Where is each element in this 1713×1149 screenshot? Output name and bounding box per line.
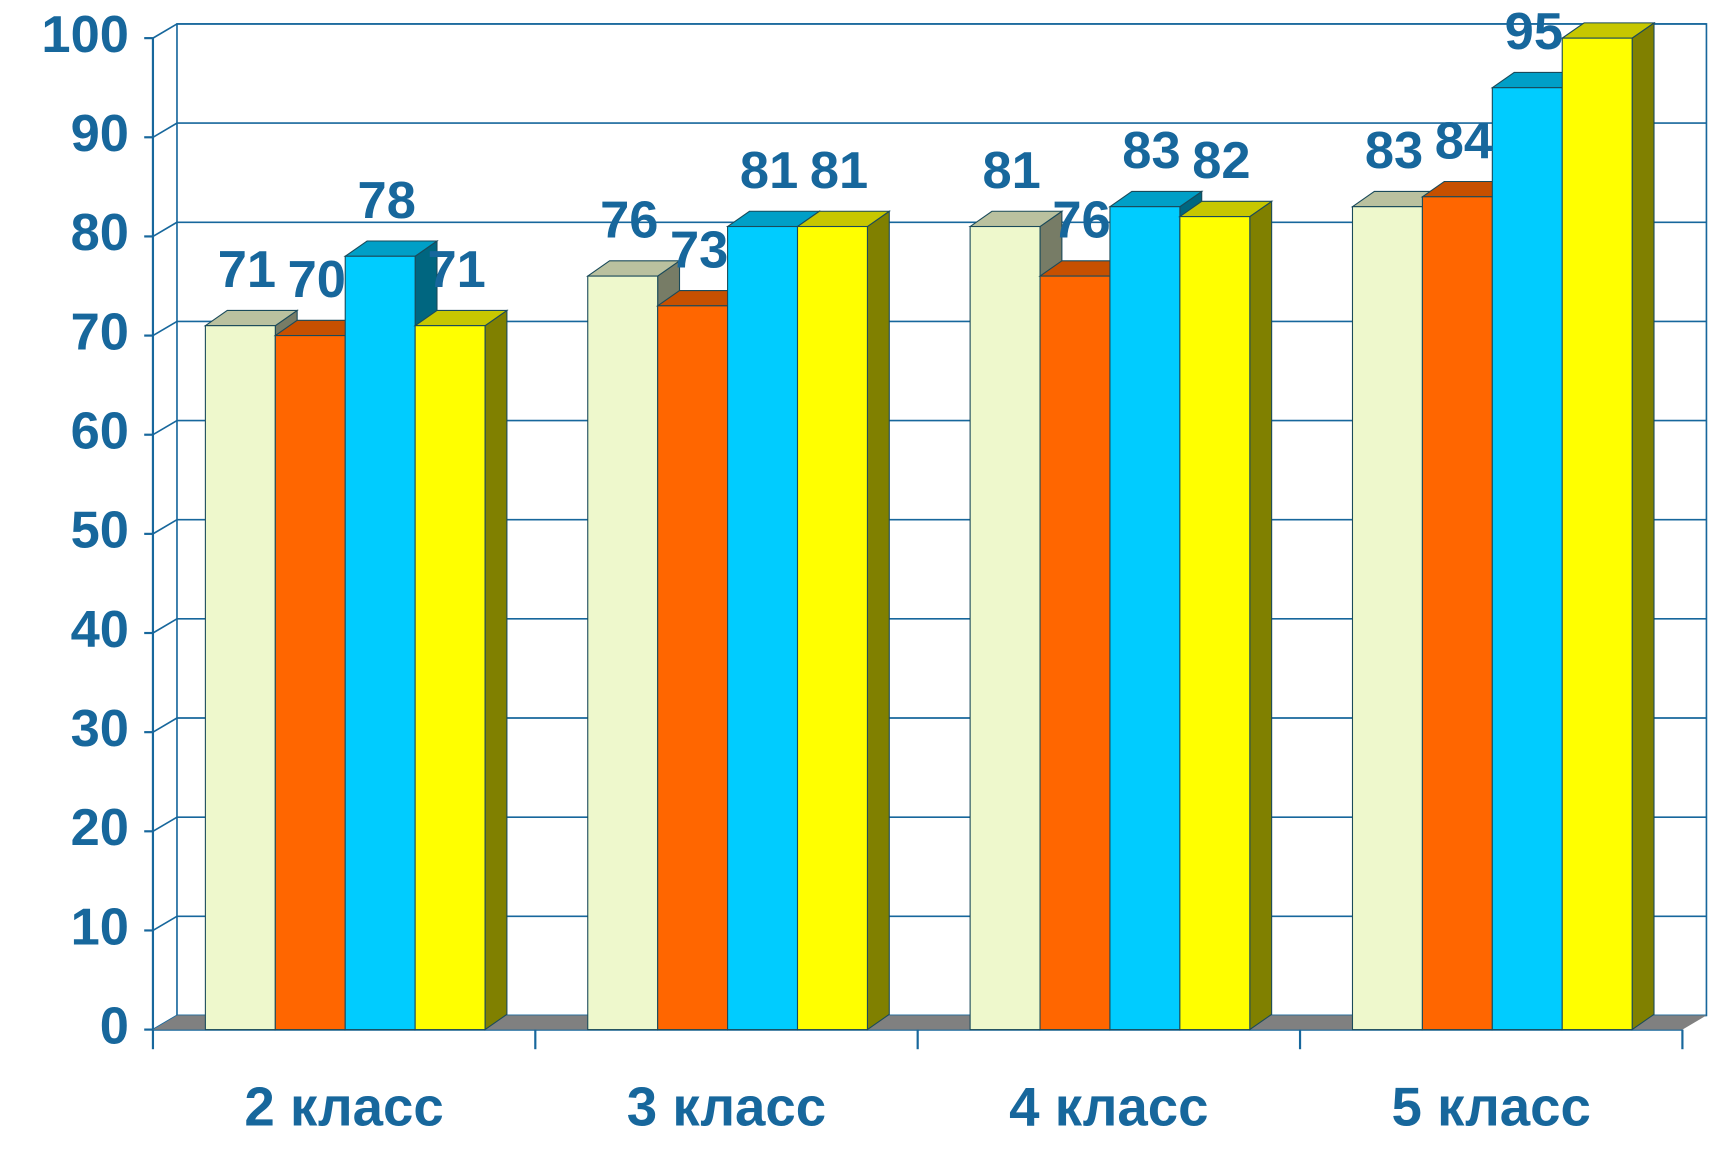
y-tick-label: 30 (71, 700, 129, 758)
grid-line (153, 123, 177, 137)
y-tick-label: 60 (71, 403, 129, 461)
bar (345, 256, 415, 1029)
value-label: 82 (1192, 132, 1250, 190)
value-label: 95 (1505, 3, 1563, 61)
bar (205, 326, 275, 1030)
value-label: 81 (740, 142, 798, 200)
grid-line (153, 421, 177, 435)
value-label: 78 (358, 172, 416, 230)
value-label: 71 (218, 241, 276, 299)
y-tick-label: 10 (71, 898, 129, 956)
grid-line (153, 520, 177, 534)
bar (1422, 197, 1492, 1030)
y-tick-label: 0 (100, 997, 129, 1055)
bar (588, 276, 658, 1030)
y-tick-label: 40 (71, 601, 129, 659)
bar (970, 227, 1040, 1030)
bar (415, 326, 485, 1030)
bar (1492, 88, 1562, 1030)
value-label: 84 (1435, 112, 1493, 170)
grid-line (153, 321, 177, 335)
x-tick-label: 4 класс (1009, 1077, 1208, 1138)
grid-line (153, 718, 177, 732)
value-label: 73 (670, 221, 728, 279)
page: {"chart_data": {"type": "bar3d", "catego… (0, 0, 1713, 1149)
grid-line (153, 817, 177, 831)
value-label: 76 (600, 192, 658, 250)
y-tick-label: 20 (71, 799, 129, 857)
x-tick-label: 3 класс (627, 1077, 826, 1138)
value-label: 70 (288, 251, 346, 309)
grid-line (153, 222, 177, 236)
bar-side (1632, 23, 1654, 1030)
value-label: 100 (1560, 0, 1647, 12)
bar-side (867, 211, 889, 1029)
bar (1352, 207, 1422, 1030)
y-tick-label: 70 (71, 303, 129, 361)
value-label: 71 (427, 241, 485, 299)
bar (275, 336, 345, 1030)
y-tick-label: 90 (71, 105, 129, 163)
grid-line (153, 916, 177, 930)
y-tick-label: 50 (71, 502, 129, 560)
value-label: 81 (982, 142, 1040, 200)
bar (1040, 276, 1110, 1030)
bar (1180, 217, 1250, 1030)
value-label: 81 (810, 142, 868, 200)
value-label: 83 (1365, 122, 1423, 180)
value-label: 83 (1122, 122, 1180, 180)
x-tick-label: 5 класс (1392, 1077, 1591, 1138)
bar-side (485, 310, 507, 1029)
grid-line (153, 619, 177, 633)
bar (728, 227, 798, 1030)
chart: 0 10 20 30 40 50 60 70 80 90 100 2 класс 3 класс 4 кл… (0, 0, 1713, 1144)
bar (1562, 38, 1632, 1029)
y-tick-label: 80 (71, 204, 129, 262)
bar-side (1250, 201, 1272, 1029)
grid-line (153, 24, 177, 38)
x-tick-label: 2 класс (244, 1077, 443, 1138)
bar (798, 227, 868, 1030)
value-label: 76 (1052, 192, 1110, 250)
bar (658, 306, 728, 1030)
y-tick-label: 100 (41, 6, 128, 64)
bar (1110, 207, 1180, 1030)
